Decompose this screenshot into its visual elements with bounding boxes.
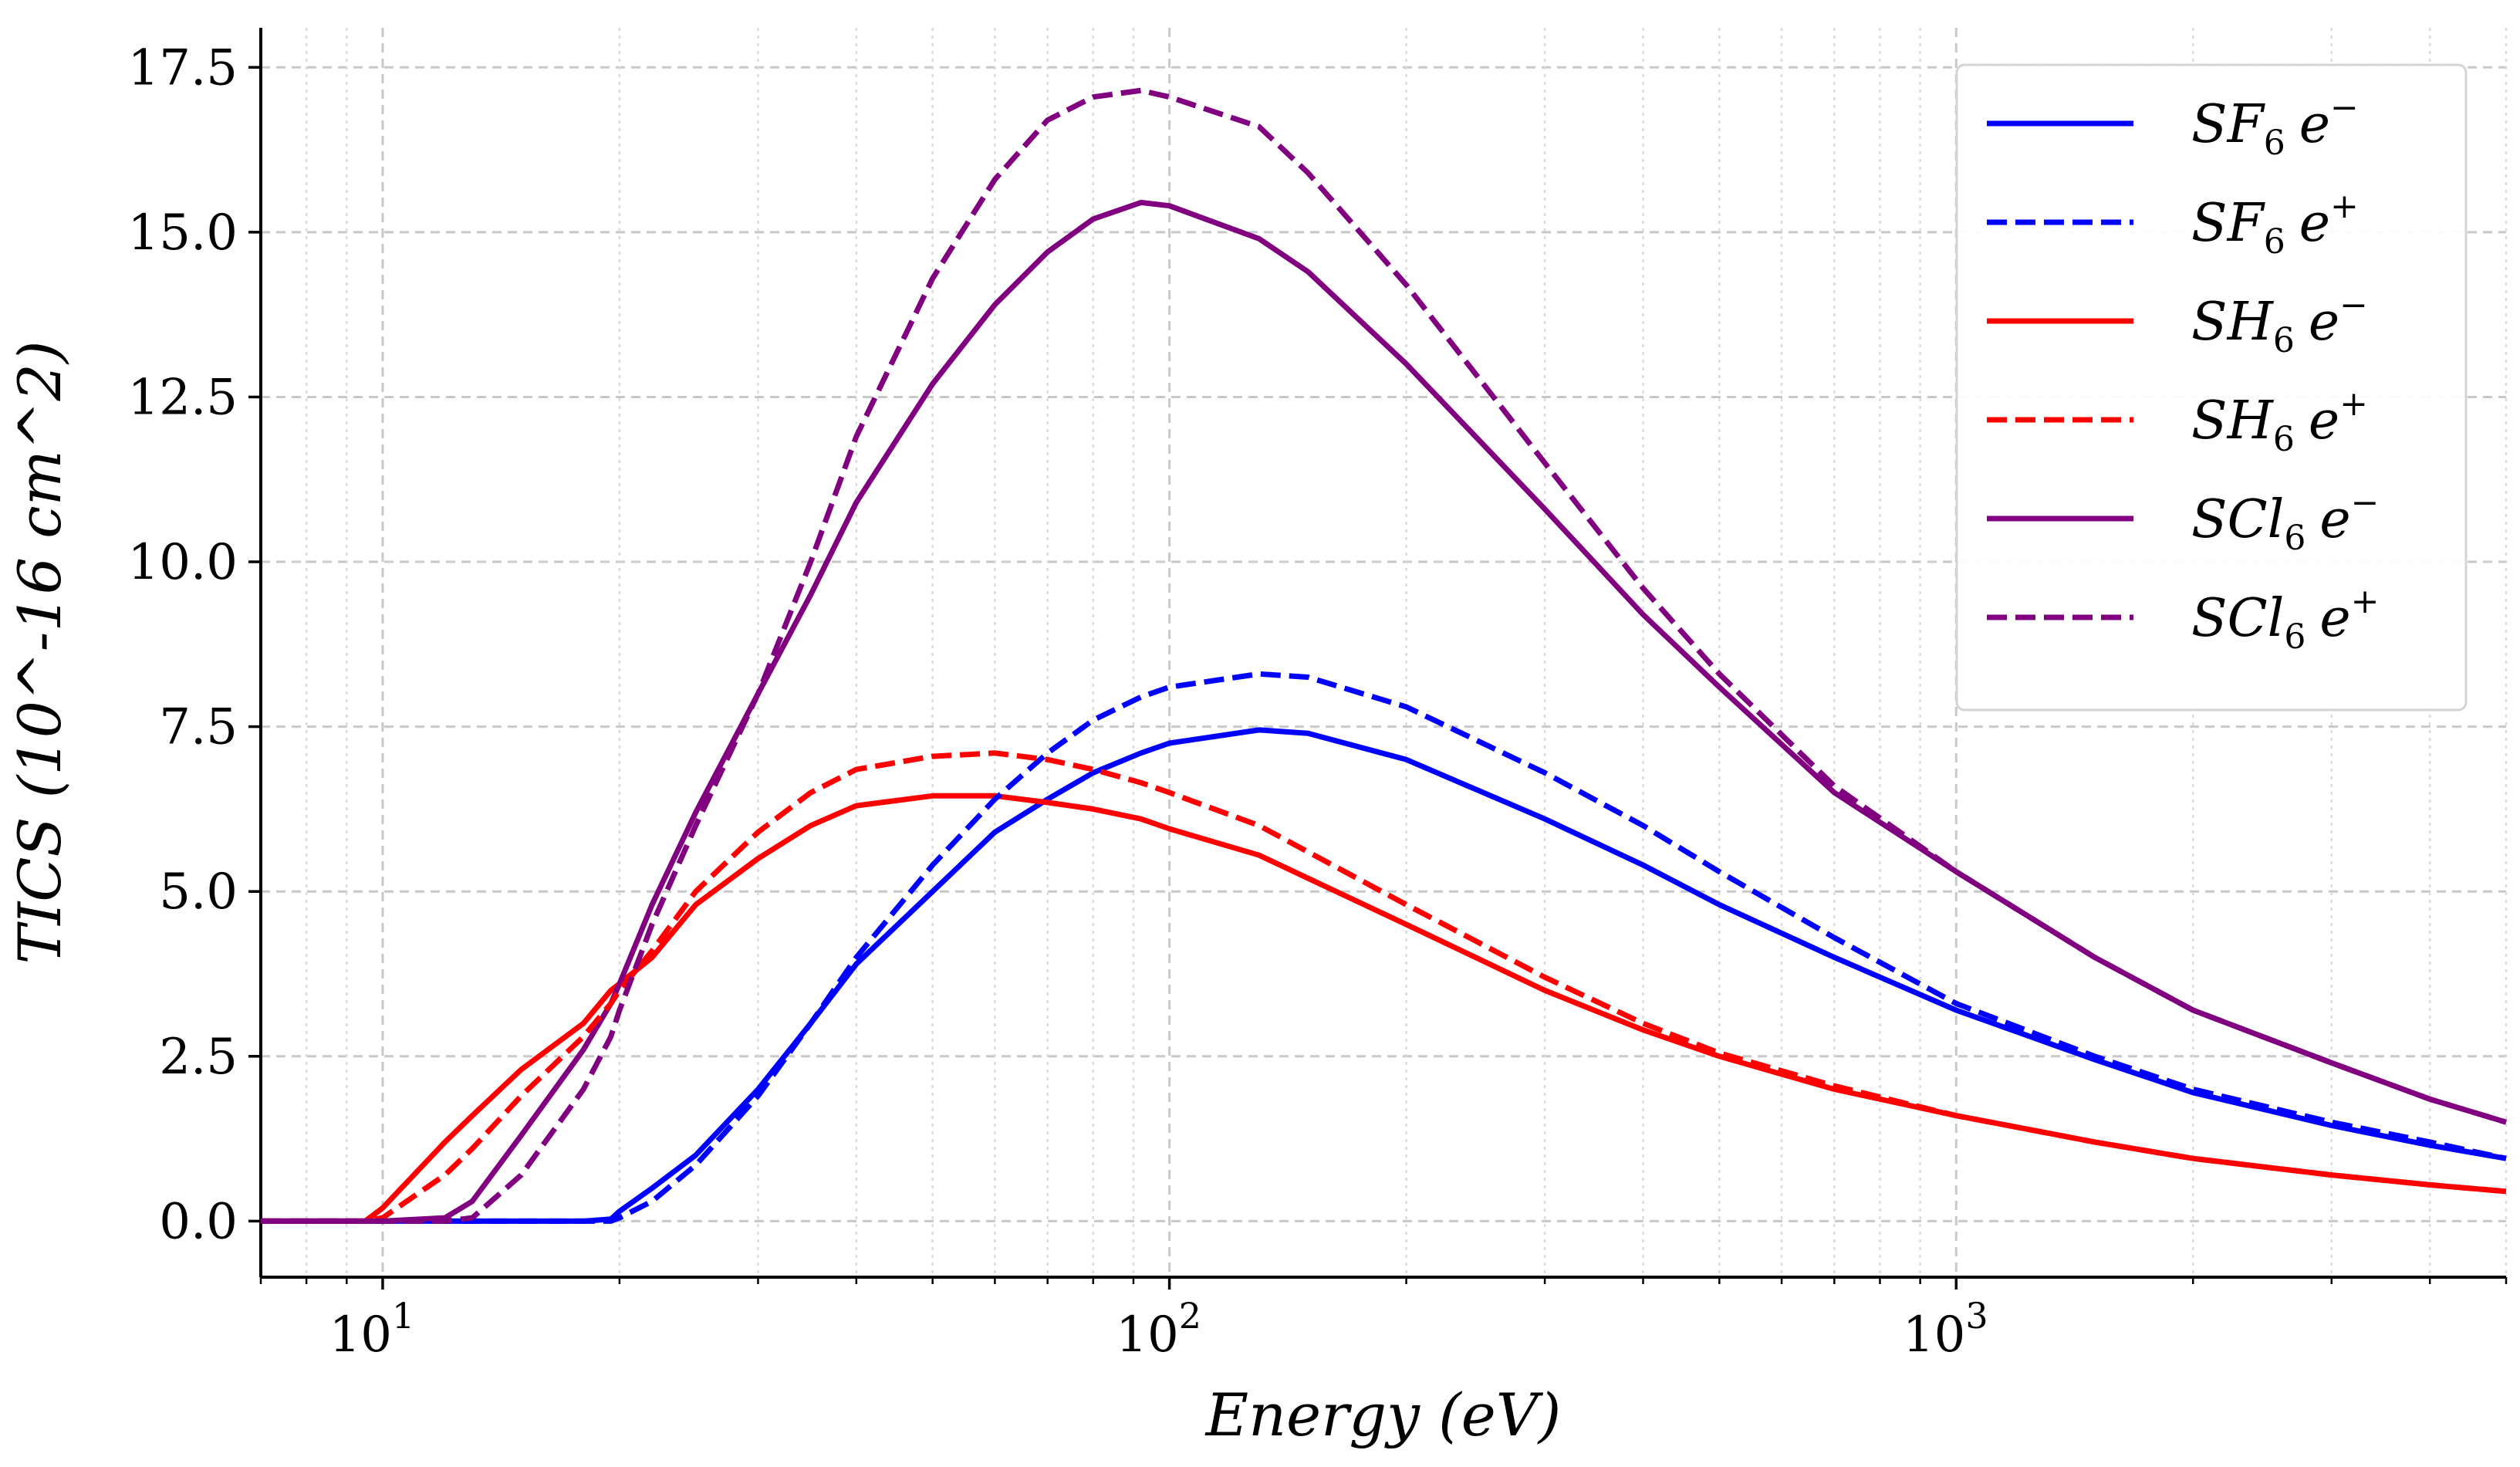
y-tick-label: 2.5	[159, 1029, 238, 1086]
tick-labels: 0.0 2.5 5.0 7.5 10.0 12.5 15.0 17.5 101 102 103	[128, 39, 1988, 1364]
series-line-scl6-epos	[261, 87, 2508, 1224]
x-tick-label: 101	[329, 1295, 415, 1364]
plot-area	[261, 87, 2508, 1224]
y-tick-label: 7.5	[159, 699, 238, 756]
y-tick-label: 5.0	[159, 864, 238, 921]
y-tick-label: 12.5	[128, 369, 238, 426]
legend-label: SH6 e−	[2191, 286, 2368, 360]
legend-label: SCl6 e+	[2191, 582, 2380, 657]
series-line-sh6-epos	[261, 750, 2507, 1224]
legend-label: SF6 e−	[2191, 88, 2359, 163]
x-tick-label: 103	[1903, 1295, 1988, 1364]
legend-label: SH6 e+	[2191, 384, 2368, 459]
y-tick-label: 10.0	[128, 534, 238, 591]
legend-label: SCl6 e−	[2191, 483, 2380, 558]
legend: SF6 e− SF6 e+ SH6 e− SH6 e+ SCl6 e− SCl6 e+	[1955, 63, 2468, 712]
legend-label: SF6 e+	[2191, 187, 2359, 262]
y-tick-label: 17.5	[128, 39, 238, 96]
series-line-sf6-e-	[261, 727, 2507, 1224]
y-tick-label: 15.0	[128, 205, 238, 262]
series-line-sf6-epos	[261, 671, 2507, 1224]
x-tick-label: 102	[1116, 1295, 1201, 1364]
axes	[248, 28, 2508, 1290]
legend-box	[1955, 63, 2468, 712]
y-tick-label: 0.0	[159, 1193, 238, 1250]
y-axis-label: TICS (10^-16 cm^2)	[5, 341, 74, 965]
series-line-sh6-e-	[261, 793, 2507, 1224]
x-axis-label: Energy (eV)	[1204, 1381, 1562, 1449]
